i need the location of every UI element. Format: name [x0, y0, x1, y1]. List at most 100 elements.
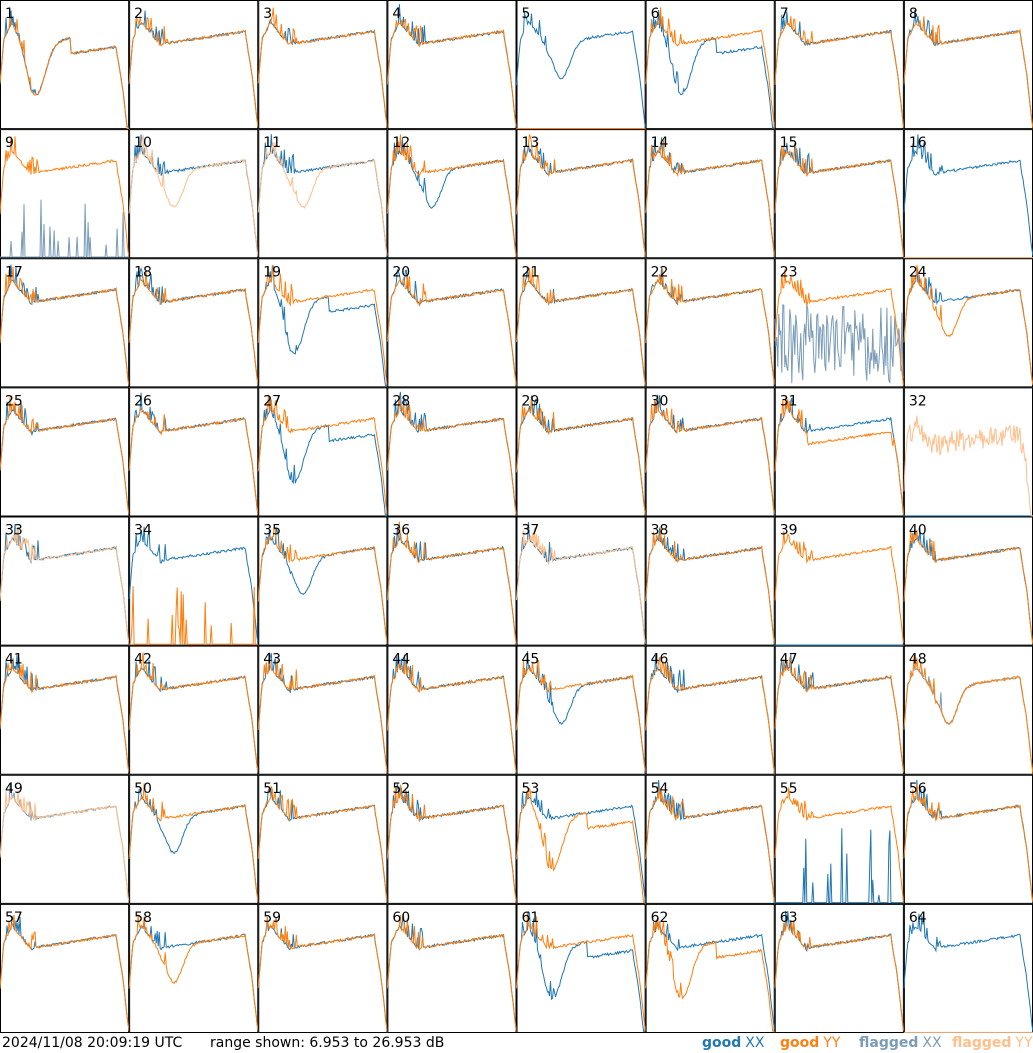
antenna-panel-31: 31: [774, 387, 905, 517]
panel-label: 3: [263, 6, 272, 22]
panel-label: 59: [263, 910, 281, 926]
series-yy-line: [774, 530, 905, 644]
legend-flagged-xx-label: flagged: [859, 1035, 919, 1051]
panel-label: 32: [909, 393, 927, 409]
panel-label: 46: [651, 652, 669, 668]
panel-frame: [0, 645, 130, 775]
antenna-panel-8: 8: [903, 0, 1033, 130]
panel-label: 6: [651, 6, 660, 22]
series-yy-line: [516, 134, 647, 258]
antenna-panel-37: 37: [516, 516, 647, 646]
series-yy-line: [774, 920, 905, 1032]
antenna-panel-24: 24: [903, 258, 1033, 388]
panel-label: 10: [134, 135, 152, 151]
panel-label: 49: [5, 781, 23, 797]
antenna-panel-26: 26: [128, 387, 259, 517]
panel-frame: [774, 903, 904, 1033]
series-yy-line: [386, 659, 517, 774]
antenna-panel-9: 9: [0, 129, 130, 259]
antenna-panel-13: 13: [516, 129, 647, 259]
series-yy-line: [386, 914, 517, 1032]
panel-frame: [0, 0, 130, 130]
panel-label: 42: [134, 652, 152, 668]
series-yy-line: [257, 786, 388, 903]
range-shown: range shown: 6.953 to 26.953 dB: [210, 1035, 445, 1051]
antenna-panel-5: 5: [516, 0, 647, 130]
legend-flagged-xx: flagged XX: [859, 1034, 942, 1052]
series-yy-line: [0, 660, 130, 773]
antenna-panel-42: 42: [128, 645, 259, 775]
legend-good-yy-label: good: [780, 1035, 820, 1051]
series-xx-line: [516, 12, 647, 129]
series-yy-line: [516, 397, 647, 516]
legend-flagged-xx-pol: XX: [922, 1035, 942, 1051]
series-yy-line: [516, 912, 647, 1031]
panel-label: 35: [263, 523, 281, 539]
antenna-panel-61: 61: [516, 903, 647, 1033]
panel-label: 22: [651, 264, 669, 280]
panel-frame: [903, 774, 1033, 904]
panel-label: 57: [5, 910, 23, 926]
panel-label: 38: [651, 523, 669, 539]
antenna-panel-3: 3: [257, 0, 388, 130]
antenna-panel-4: 4: [386, 0, 517, 130]
legend-flagged-yy-pol: YY: [1015, 1035, 1033, 1051]
antenna-panel-45: 45: [516, 645, 647, 775]
panel-label: 13: [522, 135, 540, 151]
series-yy-line: [0, 16, 130, 129]
antenna-panel-16: 16: [903, 129, 1033, 259]
panel-label: 25: [5, 393, 23, 409]
series-yy-line: [129, 586, 259, 645]
series-yy-line: [645, 527, 776, 644]
panel-label: 40: [909, 523, 927, 539]
series-yy-line: [386, 521, 517, 645]
series-yy-line: [0, 529, 130, 646]
antenna-panel-18: 18: [128, 258, 259, 388]
panel-frame: [387, 645, 517, 775]
antenna-panel-56: 56: [903, 774, 1033, 904]
antenna-panel-28: 28: [386, 387, 517, 517]
panel-label: 33: [5, 523, 23, 539]
antenna-panel-38: 38: [645, 516, 776, 646]
panel-label: 17: [5, 264, 23, 280]
antenna-panel-50: 50: [128, 774, 259, 904]
panel-frame: [516, 774, 646, 904]
antenna-panel-41: 41: [0, 645, 130, 775]
antenna-panel-60: 60: [386, 903, 517, 1033]
series-yy-line: [516, 659, 647, 773]
panel-label: 14: [651, 135, 669, 151]
panel-frame: [129, 645, 259, 775]
antenna-panel-46: 46: [645, 645, 776, 775]
panel-label: 15: [780, 135, 798, 151]
antenna-panel-62: 62: [645, 903, 776, 1033]
panel-frame: [258, 516, 388, 646]
panel-frame: [258, 129, 388, 259]
legend-good-xx-label: good: [702, 1035, 742, 1051]
panel-frame: [129, 0, 259, 130]
antenna-panel-19: 19: [257, 258, 388, 388]
series-yy-line: [903, 16, 1033, 129]
legend-flagged-yy: flagged YY: [952, 1034, 1033, 1052]
series-yy-line: [128, 914, 259, 1031]
panel-label: 64: [909, 910, 927, 926]
panel-label: 43: [263, 652, 281, 668]
panel-label: 20: [392, 264, 410, 280]
series-yy-line: [516, 266, 647, 387]
series-xx-line: [903, 913, 1033, 1032]
antenna-panel-51: 51: [257, 774, 388, 904]
panel-frame: [258, 387, 388, 517]
series-yy-line: [516, 527, 647, 644]
series-xx-line: [645, 654, 776, 775]
series-yy-line: [386, 134, 517, 258]
panel-label: 18: [134, 264, 152, 280]
series-xx-line: [903, 134, 1033, 256]
panel-label: 51: [263, 781, 281, 797]
series-yy-line: [645, 140, 776, 257]
legend-good-xx: good XX: [702, 1034, 764, 1052]
panel-frame: [774, 774, 904, 904]
legend-good-xx-pol: XX: [745, 1035, 765, 1051]
panel-frame: [516, 129, 646, 259]
antenna-panel-39: 39: [774, 516, 905, 646]
panel-label: 62: [651, 910, 669, 926]
